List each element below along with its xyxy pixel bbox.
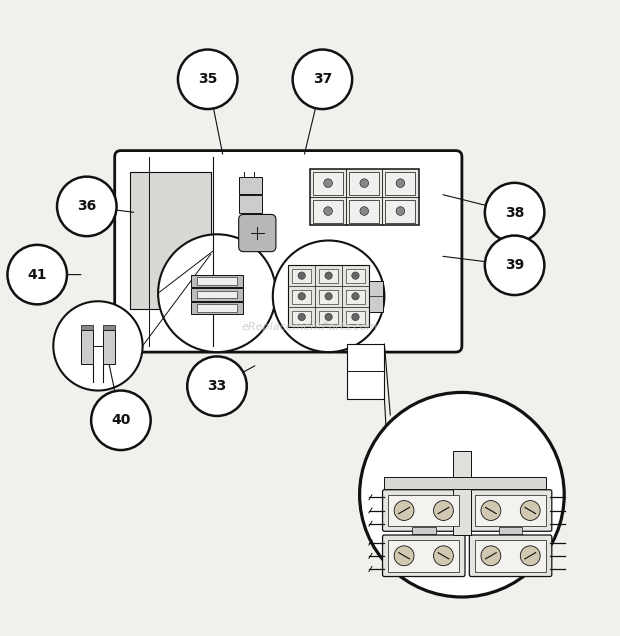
Circle shape	[360, 179, 368, 188]
Text: 40: 40	[111, 413, 131, 427]
Bar	[81, 326, 93, 330]
FancyBboxPatch shape	[115, 151, 462, 352]
Bar	[239, 177, 262, 194]
Circle shape	[352, 314, 359, 321]
Circle shape	[396, 179, 405, 188]
Circle shape	[433, 546, 453, 565]
Bar	[81, 330, 93, 364]
Bar	[386, 172, 415, 195]
Bar	[349, 172, 379, 195]
Circle shape	[520, 501, 540, 520]
Circle shape	[481, 546, 501, 565]
Circle shape	[325, 272, 332, 279]
Circle shape	[352, 272, 359, 279]
FancyBboxPatch shape	[239, 214, 276, 252]
Bar	[103, 330, 115, 364]
FancyBboxPatch shape	[383, 490, 465, 531]
Text: 38: 38	[505, 205, 525, 219]
Bar	[498, 527, 523, 534]
Bar	[319, 270, 338, 283]
Circle shape	[178, 50, 237, 109]
Circle shape	[7, 245, 67, 305]
Circle shape	[394, 546, 414, 565]
Bar	[197, 277, 237, 284]
Circle shape	[325, 293, 332, 300]
Circle shape	[433, 501, 453, 520]
Circle shape	[298, 314, 306, 321]
Text: 33: 33	[207, 379, 227, 393]
Circle shape	[325, 314, 332, 321]
Bar	[319, 311, 338, 324]
Circle shape	[187, 356, 247, 416]
Text: eReplacementParts.com: eReplacementParts.com	[242, 322, 378, 332]
Circle shape	[520, 546, 540, 565]
Bar	[475, 495, 546, 527]
Bar	[475, 540, 546, 572]
Bar	[388, 540, 459, 572]
Bar	[346, 270, 365, 283]
Bar	[191, 275, 243, 287]
Bar	[288, 265, 369, 328]
Bar	[313, 200, 343, 223]
Bar	[384, 478, 546, 488]
Circle shape	[91, 391, 151, 450]
Circle shape	[53, 301, 143, 391]
Bar	[347, 344, 384, 399]
Bar	[386, 200, 415, 223]
Bar	[293, 290, 311, 304]
Circle shape	[360, 207, 368, 216]
Bar	[130, 172, 211, 308]
Text: 36: 36	[77, 200, 97, 214]
Circle shape	[360, 392, 564, 597]
Circle shape	[394, 501, 414, 520]
Bar	[103, 326, 115, 330]
Text: 39: 39	[505, 258, 525, 272]
Bar	[388, 495, 459, 527]
Circle shape	[481, 501, 501, 520]
Bar	[346, 311, 365, 324]
Bar	[191, 288, 243, 301]
Circle shape	[158, 234, 276, 352]
Bar	[412, 527, 436, 534]
Text: 35: 35	[198, 73, 218, 86]
Bar	[197, 291, 237, 298]
Circle shape	[298, 293, 306, 300]
FancyBboxPatch shape	[469, 535, 552, 577]
Bar	[239, 195, 262, 212]
Circle shape	[396, 207, 405, 216]
Bar	[191, 302, 243, 314]
FancyBboxPatch shape	[383, 535, 465, 577]
Circle shape	[273, 240, 384, 352]
Bar	[319, 290, 338, 304]
Bar	[313, 172, 343, 195]
Text: 37: 37	[312, 73, 332, 86]
FancyBboxPatch shape	[469, 490, 552, 531]
Circle shape	[298, 272, 306, 279]
Bar	[349, 200, 379, 223]
Circle shape	[324, 207, 332, 216]
Bar	[310, 169, 418, 225]
Circle shape	[485, 183, 544, 242]
Bar	[346, 290, 365, 304]
Circle shape	[485, 235, 544, 295]
Circle shape	[324, 179, 332, 188]
Circle shape	[57, 177, 117, 236]
Circle shape	[352, 293, 359, 300]
Bar	[293, 270, 311, 283]
Text: 41: 41	[27, 268, 47, 282]
Circle shape	[293, 50, 352, 109]
Bar	[197, 305, 237, 312]
Bar	[293, 311, 311, 324]
Bar	[453, 452, 471, 535]
Bar	[369, 281, 383, 312]
